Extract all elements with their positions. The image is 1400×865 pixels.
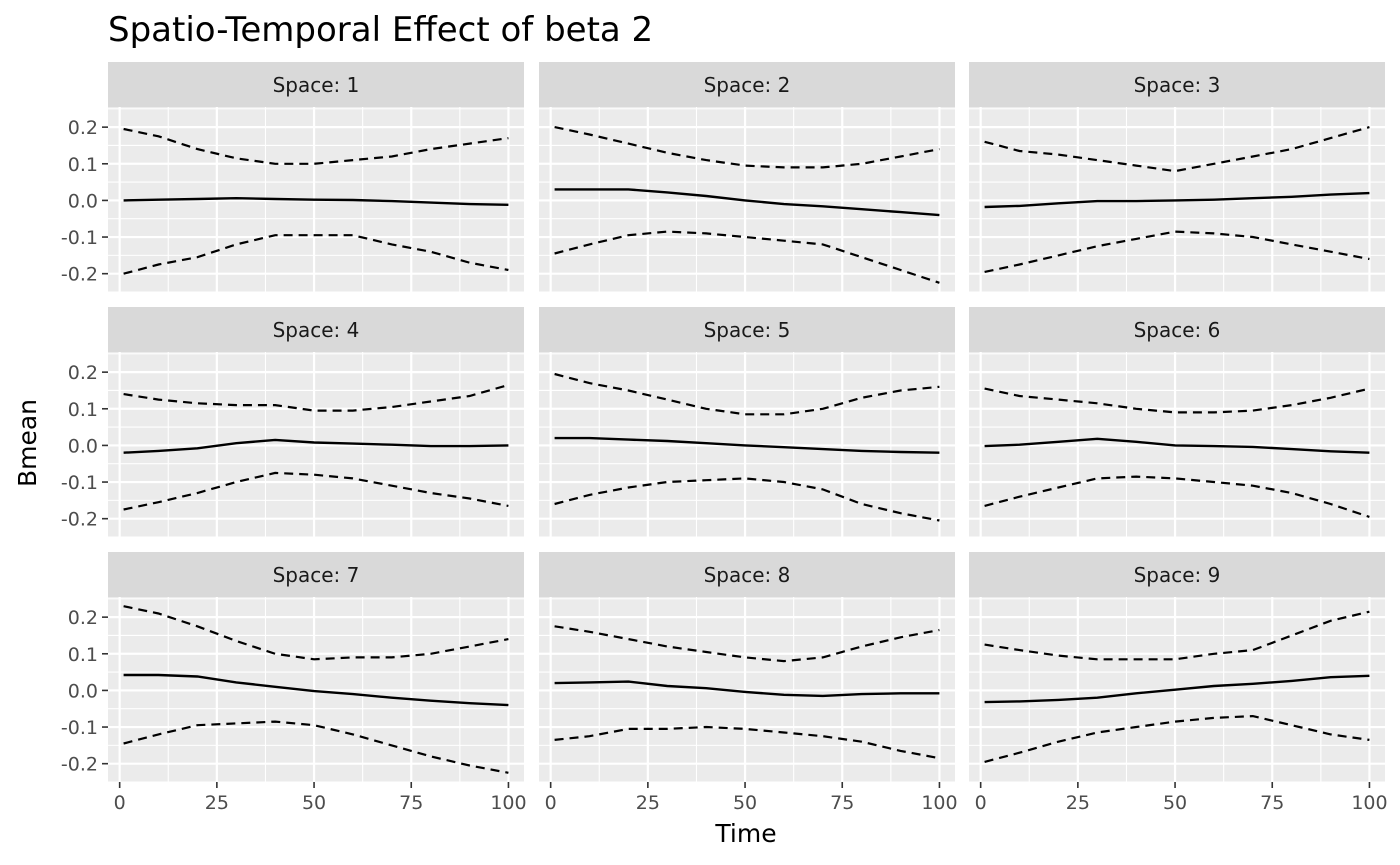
facet-panel: Space: 2 <box>539 62 955 293</box>
facet-strip <box>539 307 955 352</box>
x-tick-label: 25 <box>205 792 229 814</box>
y-tick-label: -0.2 <box>61 264 98 286</box>
y-tick-label: -0.2 <box>61 509 98 531</box>
facet-strip-label: Space: 5 <box>704 318 791 342</box>
mean-line <box>554 188 940 217</box>
facet-strip <box>969 552 1385 597</box>
lower-bound-line <box>123 234 509 275</box>
mean-line <box>984 191 1370 209</box>
facet-strip <box>108 552 524 597</box>
x-axis-title: Time <box>714 819 776 848</box>
chart-title: Spatio-Temporal Effect of beta 2 <box>108 10 653 50</box>
facet-strip <box>108 62 524 107</box>
facet-strip-label: Space: 9 <box>1134 563 1221 587</box>
y-tick-label: 0.1 <box>68 644 98 666</box>
facet-panel: Space: 1 -0.2 -0.1 0.0 0.1 0.2 <box>61 62 524 293</box>
x-tick-label: 50 <box>302 792 326 814</box>
facet-strip <box>108 307 524 352</box>
mean-line <box>123 673 509 707</box>
upper-bound-line <box>554 372 940 416</box>
mean-line <box>554 680 940 698</box>
x-tick-label: 0 <box>114 792 126 814</box>
facet-strip <box>539 552 955 597</box>
facet-panel: Space: 5 <box>539 307 955 538</box>
x-tick-label: 100 <box>490 792 526 814</box>
x-tick-label: 75 <box>399 792 423 814</box>
lower-bound-line <box>984 714 1370 763</box>
y-tick-label: -0.1 <box>61 227 98 249</box>
y-tick-label: -0.2 <box>61 754 98 776</box>
x-tick-label: 50 <box>733 792 757 814</box>
x-tick-label: 0 <box>975 792 987 814</box>
facet-strip <box>969 62 1385 107</box>
x-tick-label: 100 <box>1351 792 1387 814</box>
lower-bound-line <box>554 230 940 284</box>
upper-bound-line <box>123 127 509 165</box>
mean-line <box>984 437 1370 454</box>
x-tick-label: 25 <box>636 792 660 814</box>
x-tick-label: 25 <box>1066 792 1090 814</box>
facet-strip-label: Space: 6 <box>1134 318 1221 342</box>
mean-line <box>984 674 1370 704</box>
lower-bound-line <box>123 720 509 774</box>
x-tick-label: 50 <box>1163 792 1187 814</box>
mean-line <box>554 436 940 454</box>
upper-bound-line <box>984 126 1370 173</box>
facet-strip <box>969 307 1385 352</box>
upper-bound-line <box>984 610 1370 661</box>
y-tick-label: 0.1 <box>68 399 98 421</box>
upper-bound-line <box>123 383 509 412</box>
y-tick-label: 0.0 <box>68 680 98 702</box>
lower-bound-line <box>554 725 940 760</box>
lower-bound-line <box>554 477 940 522</box>
y-tick-label: -0.1 <box>61 717 98 739</box>
x-tick-label: 75 <box>1260 792 1284 814</box>
facet-panel: Space: 8 0 25 50 75 100 <box>539 552 958 814</box>
lower-bound-line <box>984 230 1370 273</box>
facet-strip-label: Space: 1 <box>273 73 360 97</box>
x-tick-label: 0 <box>545 792 557 814</box>
facet-panel: Space: 9 0 25 50 75 100 <box>969 552 1388 814</box>
y-tick-label: 0.2 <box>68 607 98 629</box>
mean-line <box>123 438 509 454</box>
upper-bound-line <box>984 387 1370 414</box>
upper-bound-line <box>554 126 940 169</box>
y-tick-label: 0.2 <box>68 362 98 384</box>
y-axis-title: Bmean <box>13 399 42 487</box>
facet-panels: Space: 1 -0.2 -0.1 0.0 0.1 0.2 Space: 2 Space: … <box>61 62 1388 814</box>
facet-strip-label: Space: 8 <box>704 563 791 587</box>
y-tick-label: 0.0 <box>68 435 98 457</box>
y-tick-label: 0.1 <box>68 154 98 176</box>
y-tick-label: 0.2 <box>68 117 98 139</box>
facet-panel: Space: 6 <box>969 307 1385 538</box>
facet-strip-label: Space: 4 <box>273 318 360 342</box>
facet-panel: Space: 4 -0.2 -0.1 0.0 0.1 0.2 <box>61 307 524 538</box>
x-tick-label: 100 <box>921 792 957 814</box>
upper-bound-line <box>123 605 509 661</box>
lower-bound-line <box>984 475 1370 518</box>
mean-line <box>123 196 509 206</box>
facet-panel: Space: 3 <box>969 62 1385 293</box>
upper-bound-line <box>554 625 940 663</box>
y-tick-label: 0.0 <box>68 190 98 212</box>
x-tick-label: 75 <box>830 792 854 814</box>
facet-strip-label: Space: 7 <box>273 563 360 587</box>
facet-panel: Space: 7 -0.2 -0.1 0.0 0.1 0.2 0 25 50 75 100 <box>61 552 527 814</box>
facet-strip <box>539 62 955 107</box>
y-tick-label: -0.1 <box>61 472 98 494</box>
facet-strip-label: Space: 2 <box>704 73 791 97</box>
facet-strip-label: Space: 3 <box>1134 73 1221 97</box>
lower-bound-line <box>123 471 509 511</box>
